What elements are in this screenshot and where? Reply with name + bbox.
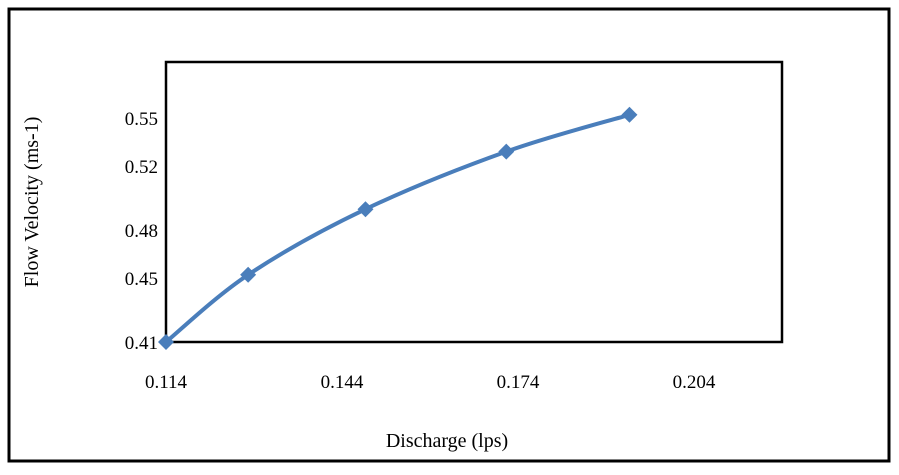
x-tick-label: 0.174 [497, 372, 540, 393]
data-point-marker [498, 143, 515, 160]
y-tick-label: 0.52 [125, 157, 158, 178]
plot-area [164, 60, 784, 344]
x-tick-label: 0.204 [673, 372, 716, 393]
data-point-marker [240, 266, 257, 283]
y-axis-label: Flow Velocity (ms-1) [21, 117, 43, 288]
x-axis-label: Discharge (lps) [386, 430, 508, 452]
data-point-marker [158, 334, 174, 350]
series-layer [158, 106, 638, 350]
data-point-marker [621, 106, 638, 123]
y-tick-label: 0.45 [125, 269, 158, 290]
x-axis-ticks: 0.114 0.144 0.174 0.204 [145, 372, 716, 393]
y-tick-label: 0.41 [125, 333, 158, 354]
x-tick-label: 0.144 [321, 372, 364, 393]
y-tick-label: 0.48 [125, 221, 158, 242]
data-point-marker [357, 201, 374, 218]
y-axis-ticks: 0.41 0.45 0.48 0.52 0.55 [125, 109, 158, 354]
x-tick-label: 0.114 [145, 372, 188, 393]
y-tick-label: 0.55 [125, 109, 158, 130]
